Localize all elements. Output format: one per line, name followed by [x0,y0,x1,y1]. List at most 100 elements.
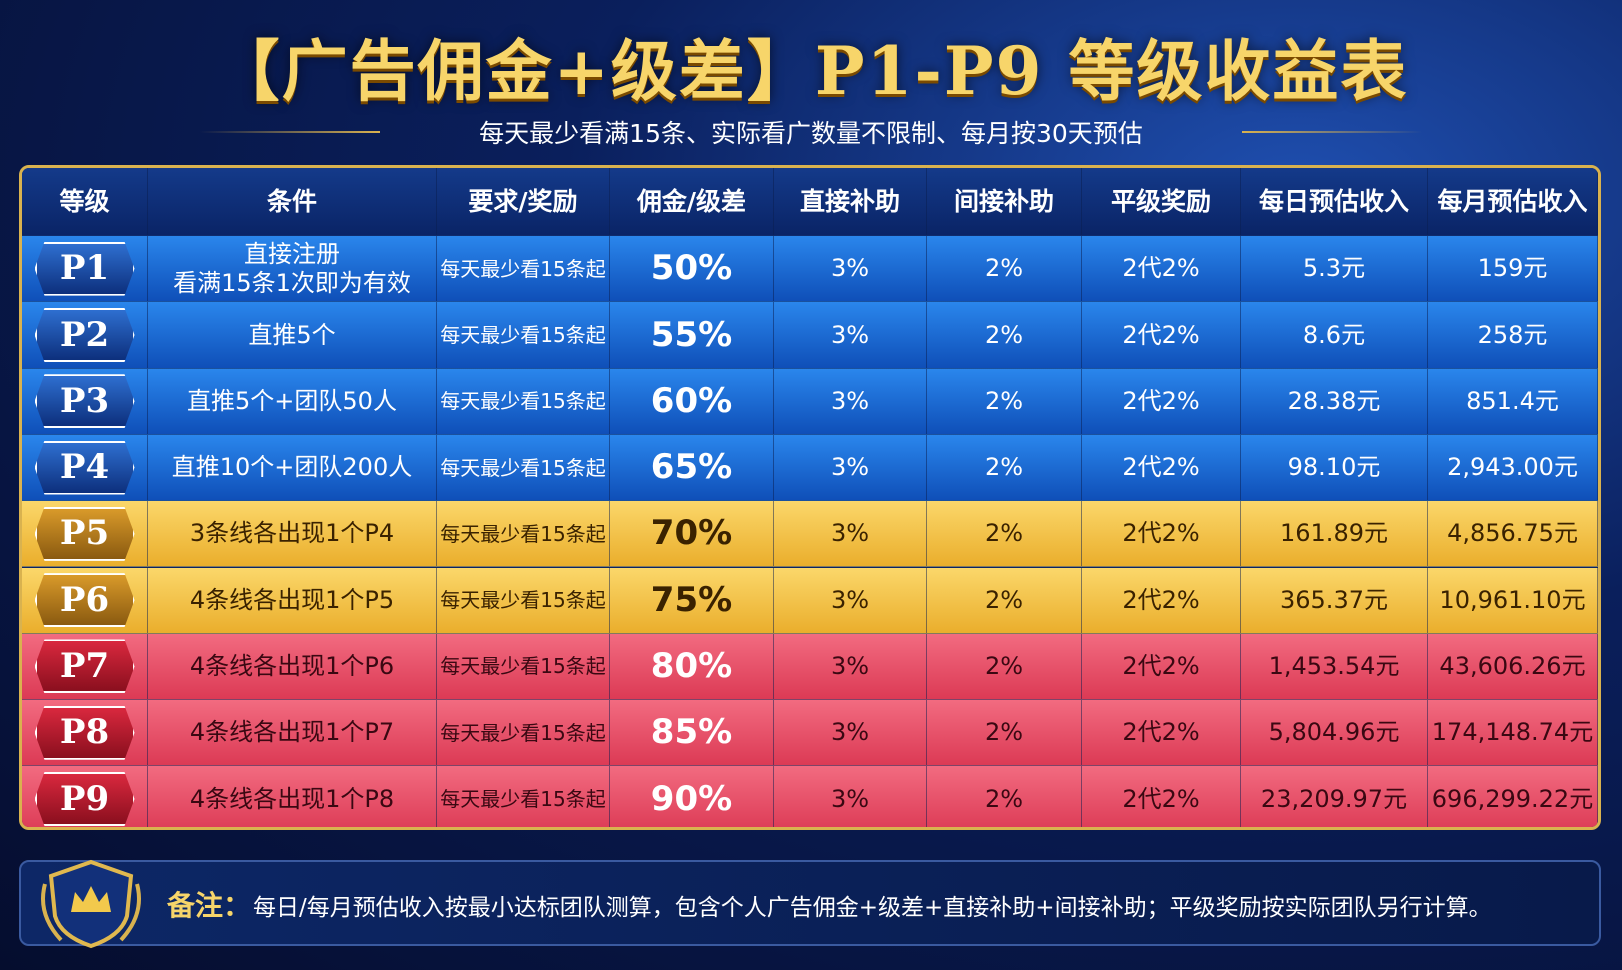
column-header: 等级 [22,168,148,236]
level-badge: P5 [34,506,135,561]
cell-direct: 3% [774,236,927,303]
cell-indirect: 2% [927,766,1082,827]
cell-text: 2% [984,519,1024,548]
cell-commission: 50% [610,236,774,303]
level-badge: P1 [34,241,135,296]
cell-text: 2% [984,453,1024,482]
cell-text: 2% [984,320,1024,349]
cell-text: 2代2% [1122,254,1200,283]
cell-text: 每天最少看15条起 [440,654,606,679]
cell-peer: 2代2% [1082,501,1241,568]
cell-daily: 98.10元 [1241,434,1428,502]
condition-line: 4条线各出现1个P8 [189,784,395,813]
cell-daily: 28.38元 [1241,368,1428,435]
column-header-text: 等级 [59,186,110,216]
cell-text: 3% [830,784,870,813]
cell-commission: 75% [610,567,774,634]
cell-text: 2代2% [1122,386,1200,415]
cell-direct: 3% [774,501,927,568]
subtitle: 每天最少看满15条、实际看广数量不限制、每月按30天预估 [479,119,1143,148]
cell-daily: 23,209.97元 [1241,766,1428,827]
cell-condition: 直推5个 [148,302,437,369]
cell-requirement: 每天最少看15条起 [437,700,610,767]
cell-text: 70% [650,513,733,554]
cell-direct: 3% [774,368,927,435]
cell-peer: 2代2% [1082,766,1241,827]
cell-monthly: 851.4元 [1428,368,1598,435]
cell-peer: 2代2% [1082,633,1241,701]
cell-text: 4,856.75元 [1447,519,1578,548]
cell-text: 10,961.10元 [1439,585,1586,614]
cell-indirect: 2% [927,633,1082,701]
column-header-text: 每日预估收入 [1258,186,1409,216]
column-header: 每日预估收入 [1241,168,1428,236]
cell-text: 258元 [1477,320,1548,349]
cell-text: 每天最少看15条起 [440,322,606,347]
condition-line: 直推10个+团队200人 [171,453,413,482]
cell-text: 3% [830,254,870,283]
column-header-text: 平级奖励 [1110,186,1211,216]
cell-direct: 3% [774,434,927,502]
cell-text: 851.4元 [1466,386,1559,415]
cell-text: 5,804.96元 [1268,718,1400,747]
cell-commission: 80% [610,633,774,701]
column-header-text: 要求/奖励 [468,186,578,216]
cell-daily: 1,453.54元 [1241,633,1428,701]
cell-peer: 2代2% [1082,236,1241,303]
cell-text: 2代2% [1122,718,1200,747]
cell-text: 3% [830,320,870,349]
cell-daily: 161.89元 [1241,501,1428,568]
cell-text: 80% [650,646,733,687]
cell-text: 1,453.54元 [1268,652,1400,681]
cell-text: 2代2% [1122,784,1200,813]
cell-text: 174,148.74元 [1431,718,1594,747]
cell-text: 2% [984,718,1024,747]
cell-level: P6 [22,567,148,634]
level-badge: P7 [34,639,135,694]
cell-daily: 5,804.96元 [1241,700,1428,767]
cell-text: 每天最少看15条起 [440,521,606,546]
cell-text: 3% [830,386,870,415]
column-header: 要求/奖励 [437,168,610,236]
cell-text: 28.38元 [1287,386,1381,415]
cell-requirement: 每天最少看15条起 [437,302,610,369]
column-header: 条件 [148,168,437,236]
cell-text: 2% [984,386,1024,415]
level-badge: P9 [34,772,135,827]
cell-indirect: 2% [927,501,1082,568]
column-header-text: 直接补助 [799,186,900,216]
cell-text: 5.3元 [1302,254,1366,283]
shield-icon [41,859,141,949]
cell-requirement: 每天最少看15条起 [437,368,610,435]
cell-direct: 3% [774,633,927,701]
cell-direct: 3% [774,567,927,634]
cell-text: 3% [830,585,870,614]
note-label: 备注： [167,889,252,922]
title: 【广告佣金+级差】P1-P9 等级收益表 [213,32,1409,110]
cell-condition: 4条线各出现1个P7 [148,700,437,767]
cell-peer: 2代2% [1082,302,1241,369]
column-header: 每月预估收入 [1428,168,1598,236]
cell-commission: 85% [610,700,774,767]
cell-text: 3% [830,519,870,548]
cell-monthly: 10,961.10元 [1428,567,1598,634]
column-header: 平级奖励 [1082,168,1241,236]
cell-indirect: 2% [927,302,1082,369]
cell-condition: 直推10个+团队200人 [148,434,437,502]
cell-requirement: 每天最少看15条起 [437,766,610,827]
condition-line: 3条线各出现1个P4 [189,519,395,548]
cell-level: P7 [22,633,148,701]
cell-level: P3 [22,368,148,435]
condition-line: 直接注册 [244,239,340,268]
cell-condition: 4条线各出现1个P6 [148,633,437,701]
cell-requirement: 每天最少看15条起 [437,236,610,303]
cell-text: 365.37元 [1280,585,1388,614]
column-header: 间接补助 [927,168,1082,236]
condition-line: 直推5个+团队50人 [187,386,397,415]
cell-commission: 70% [610,501,774,568]
cell-requirement: 每天最少看15条起 [437,434,610,502]
cell-daily: 8.6元 [1241,302,1428,369]
cell-text: 65% [650,447,733,488]
level-badge: P4 [34,440,135,495]
cell-daily: 5.3元 [1241,236,1428,303]
